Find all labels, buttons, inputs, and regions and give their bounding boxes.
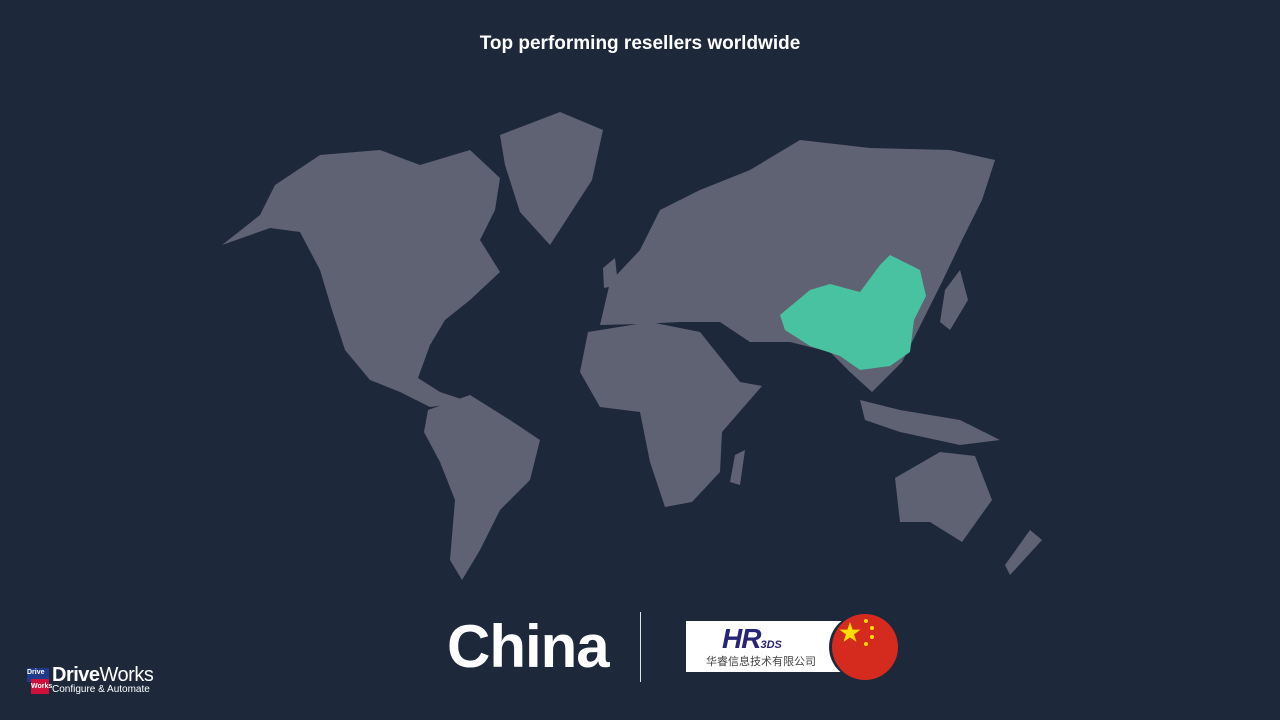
indonesia — [860, 400, 1000, 445]
china-flag-icon — [832, 614, 898, 680]
reseller-logo-mark: HR3DS — [722, 623, 782, 655]
north-america — [222, 150, 500, 407]
divider — [640, 612, 641, 682]
new-zealand — [1005, 530, 1042, 575]
driveworks-logo: Drive Works DriveWorks Configure & Autom… — [27, 664, 154, 695]
brand-tagline: Configure & Automate — [52, 684, 150, 695]
greenland — [500, 112, 603, 245]
brand-name-light: Works — [99, 664, 154, 686]
madagascar — [730, 450, 745, 485]
country-name: China — [447, 613, 610, 680]
page-title: Top performing resellers worldwide — [479, 33, 801, 54]
reseller-name: 华睿信息技术有限公司 — [706, 655, 816, 668]
driveworks-logo-mark: Drive Works — [27, 667, 52, 694]
africa — [580, 322, 762, 507]
japan — [940, 270, 968, 330]
brand-name: DriveWorks — [52, 664, 154, 686]
reseller-logo: HR3DS 华睿信息技术有限公司 — [686, 621, 846, 672]
australia — [895, 452, 992, 542]
logo-box-bottom: Works — [31, 678, 52, 694]
logo-suffix: 3DS — [760, 639, 782, 651]
china-highlight — [780, 255, 926, 370]
south-america — [424, 395, 540, 580]
logo-box-top: Drive — [27, 667, 49, 682]
brand-name-bold: Drive — [52, 664, 100, 686]
uk — [603, 258, 618, 288]
logo-text: HR — [722, 623, 761, 654]
